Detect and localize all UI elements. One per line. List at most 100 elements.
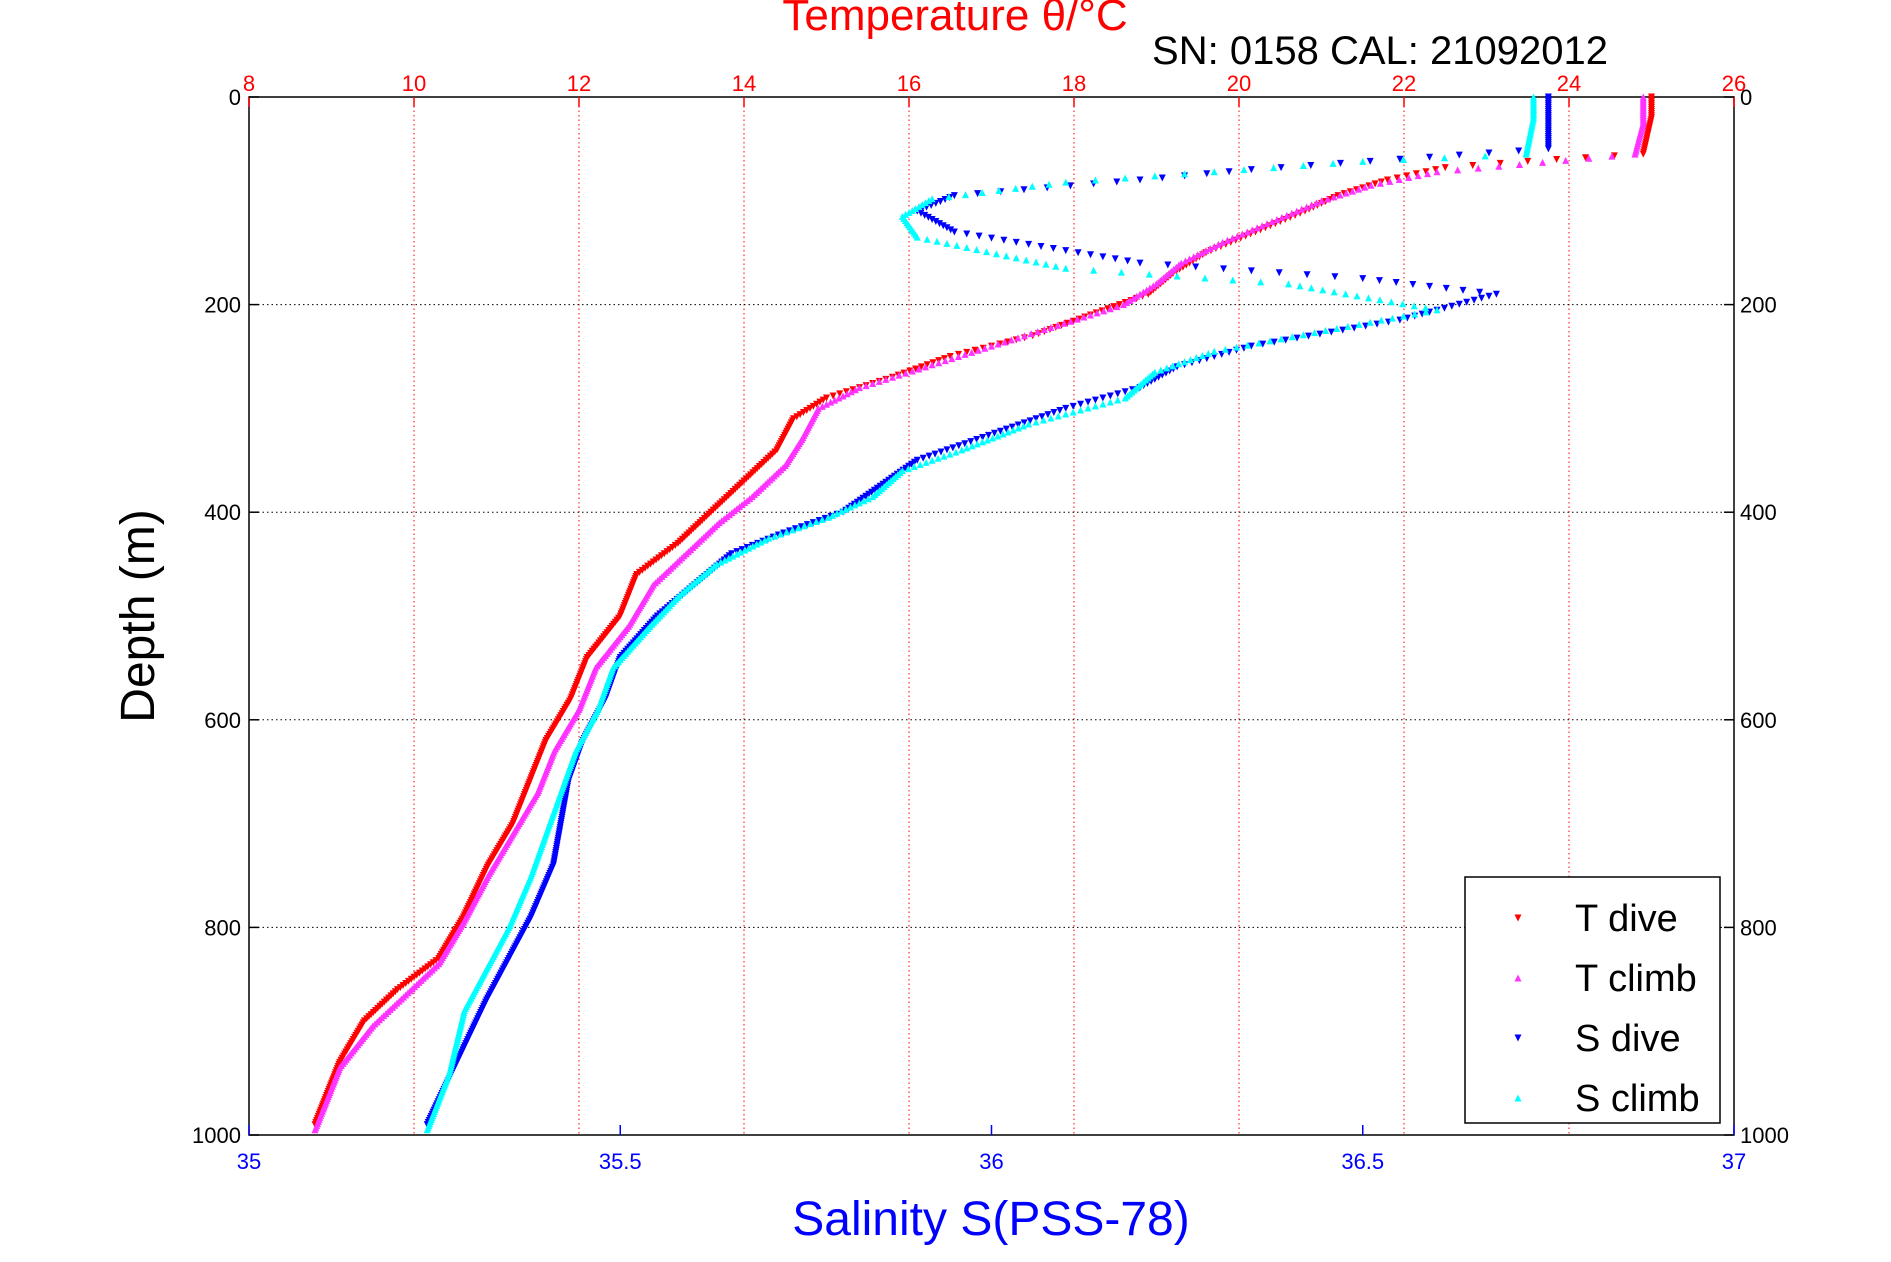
- data-point: [933, 237, 941, 245]
- data-point: [1008, 423, 1016, 431]
- data-point: [1039, 416, 1047, 424]
- data-point: [1470, 296, 1478, 304]
- data-point: [1214, 240, 1222, 248]
- data-point: [963, 348, 971, 356]
- data-point: [1054, 412, 1062, 420]
- data-point: [856, 496, 864, 504]
- data-point: [1019, 422, 1027, 430]
- data-point: [971, 346, 979, 354]
- data-point: [870, 486, 878, 494]
- data-point: [1339, 326, 1347, 334]
- data-point: [1233, 232, 1241, 240]
- data-point: [1424, 170, 1432, 178]
- data-point: [824, 513, 832, 521]
- data-point: [1181, 257, 1189, 265]
- data-point: [1371, 180, 1379, 188]
- data-point: [793, 413, 801, 421]
- data-point: [1355, 320, 1363, 328]
- data-point: [1553, 156, 1561, 164]
- data-point: [1278, 213, 1286, 221]
- data-point: [1331, 273, 1339, 281]
- y-axis-tick-label: 600: [204, 708, 241, 733]
- data-point: [1495, 162, 1503, 170]
- data-point: [1151, 172, 1159, 180]
- data-point: [1012, 184, 1020, 192]
- data-point: [1069, 408, 1077, 416]
- data-point: [1198, 351, 1206, 359]
- data-point: [800, 522, 808, 530]
- data-point: [737, 548, 745, 556]
- data-point: [979, 433, 987, 441]
- data-point: [1062, 247, 1070, 255]
- data-point: [912, 365, 920, 373]
- data-point: [1045, 180, 1053, 188]
- data-point: [985, 431, 993, 439]
- chart-subtitle: SN: 0158 CAL: 21092012: [1152, 29, 1608, 73]
- data-point: [983, 248, 991, 256]
- data-point: [981, 344, 989, 352]
- data-point: [1093, 309, 1101, 317]
- data-point: [1004, 428, 1012, 436]
- data-point: [955, 442, 963, 450]
- data-point: [1032, 258, 1040, 266]
- data-point: [1273, 215, 1281, 223]
- data-point: [1582, 154, 1589, 162]
- data-point: [1106, 392, 1114, 400]
- data-point: [1255, 339, 1263, 347]
- data-point: [1327, 328, 1335, 336]
- data-point: [1304, 332, 1312, 340]
- data-point: [1459, 286, 1467, 294]
- data-point: [922, 363, 929, 371]
- data-point: [963, 444, 971, 452]
- data-point: [851, 386, 859, 394]
- data-point: [1225, 168, 1233, 176]
- data-point: [1410, 302, 1418, 310]
- data-point: [1192, 354, 1200, 362]
- data-point: [1409, 280, 1417, 288]
- data-point: [917, 209, 925, 217]
- data-point: [999, 430, 1007, 438]
- data-point: [1441, 164, 1449, 172]
- data-point: [955, 353, 962, 360]
- data-point: [757, 538, 765, 546]
- data-point: [1090, 266, 1098, 274]
- data-point: [1319, 286, 1327, 294]
- data-point: [992, 250, 1000, 258]
- data-point: [1342, 290, 1350, 298]
- data-point: [988, 342, 995, 350]
- data-point: [1422, 304, 1430, 312]
- data-point: [1608, 152, 1616, 160]
- data-point: [1106, 398, 1114, 406]
- data-point: [1220, 265, 1228, 273]
- data-point: [1115, 301, 1123, 309]
- data-point: [1042, 260, 1050, 268]
- data-point: [1040, 326, 1048, 334]
- data-point: [968, 442, 976, 450]
- data-point: [1259, 340, 1267, 348]
- data-point: [1485, 292, 1493, 300]
- data-point: [819, 396, 827, 404]
- data-point: [923, 235, 931, 243]
- data-points: [311, 93, 1655, 1134]
- data-point: [1238, 230, 1246, 238]
- top-axis-tick-label: 16: [897, 71, 921, 96]
- data-point: [1476, 288, 1484, 296]
- legend-box: [1464, 876, 1721, 1124]
- data-point: [1478, 294, 1486, 302]
- data-point: [978, 188, 986, 196]
- data-point: [806, 404, 814, 412]
- data-point: [989, 434, 997, 442]
- data-point: [1087, 311, 1094, 319]
- data-point: [895, 371, 903, 379]
- data-point: [1121, 174, 1129, 182]
- data-point: [1240, 166, 1248, 174]
- data-point: [1411, 310, 1419, 318]
- data-point: [1266, 337, 1274, 345]
- data-point: [1247, 166, 1255, 174]
- data-point: [1515, 147, 1523, 155]
- data-point: [1359, 157, 1367, 165]
- data-point: [1359, 275, 1367, 283]
- data-point: [1106, 305, 1114, 313]
- data-point: [1492, 290, 1500, 298]
- data-point: [1038, 413, 1046, 421]
